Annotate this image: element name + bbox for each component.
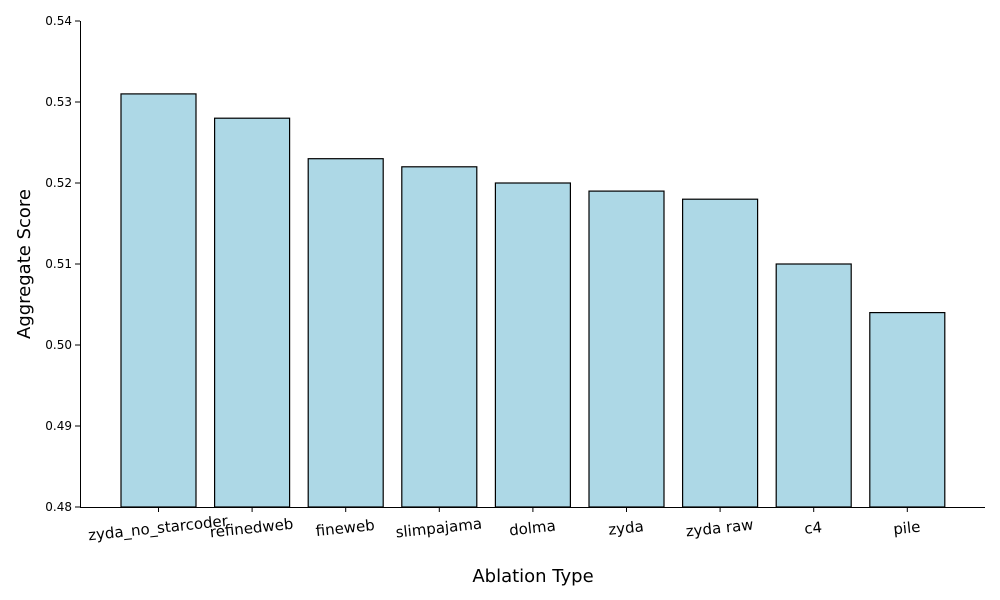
bar-slimpajama [401, 166, 478, 508]
bar-zyda-raw [681, 198, 759, 508]
x-tick-label: pile [892, 518, 921, 539]
bars-group [120, 93, 946, 508]
x-axis-title: Ablation Type [472, 566, 593, 587]
y-tick-label: 0.50 [45, 338, 72, 352]
y-tick-label: 0.52 [45, 176, 72, 190]
y-tick-label: 0.53 [45, 95, 72, 109]
x-tick-label: fineweb [315, 516, 376, 540]
y-tick-label: 0.51 [45, 257, 72, 271]
y-ticks-group: 0.48 0.49 0.50 0.51 0.52 0.53 0.54 [45, 14, 80, 514]
y-axis-title: Aggregate Score [14, 189, 35, 339]
bar-c4 [775, 263, 852, 508]
x-tick-label: dolma [508, 517, 556, 540]
x-tick-label: slimpajama [395, 515, 483, 542]
bar-zyda [588, 190, 665, 508]
x-tick-label: zyda [607, 517, 644, 539]
y-tick-label: 0.48 [45, 500, 72, 514]
bar-fineweb [307, 158, 384, 508]
y-tick-label: 0.54 [45, 14, 72, 28]
x-tick-label: c4 [803, 518, 823, 538]
y-tick-label: 0.49 [45, 419, 72, 433]
bar-pile [869, 312, 946, 508]
x-tick-label: zyda raw [685, 516, 754, 541]
bar-refinedweb [214, 117, 291, 508]
bar-zyda-no-starcoder [120, 93, 197, 508]
x-tick-label: zyda_no_starcoder [87, 512, 229, 546]
bar-dolma [494, 182, 571, 508]
